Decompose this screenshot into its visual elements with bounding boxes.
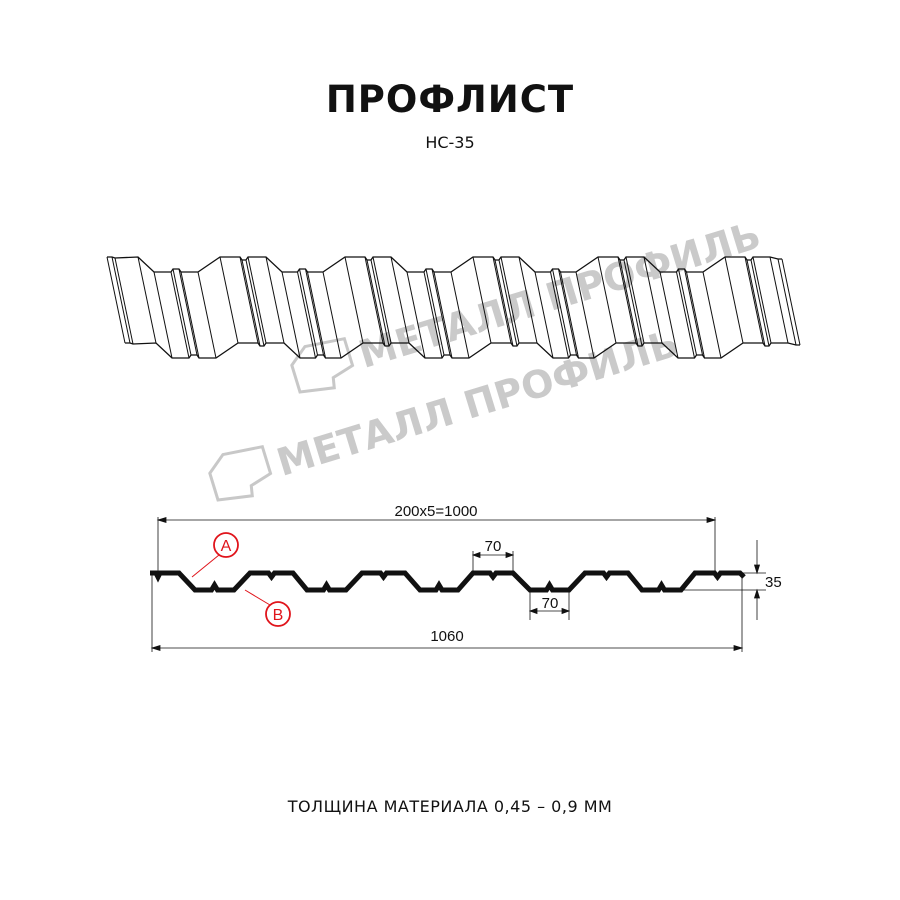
sheet-fold-line bbox=[500, 256, 520, 344]
sheet-fold-line bbox=[781, 258, 801, 346]
sheet-fold-line bbox=[617, 256, 637, 344]
dimension-label-valley: 70 bbox=[542, 595, 559, 612]
sheet-fold-line bbox=[560, 271, 579, 359]
sheet-fold-line bbox=[752, 256, 772, 344]
watermark-logo-icon bbox=[290, 336, 355, 394]
sheet-fold-line bbox=[534, 271, 554, 359]
sheet-fold-line bbox=[684, 268, 703, 356]
sheet-fold-line bbox=[366, 259, 386, 347]
sheet-fold-line bbox=[619, 259, 639, 347]
sheet-top-edge bbox=[107, 256, 782, 273]
sheet-fold-line bbox=[241, 259, 261, 347]
sheet-fold-line bbox=[197, 271, 217, 359]
sheet-fold-line bbox=[575, 271, 595, 359]
sheet-fold-line bbox=[106, 256, 126, 344]
sheet-fold-line bbox=[180, 271, 200, 359]
sheet-fold-line bbox=[370, 259, 390, 347]
marker-a: A bbox=[191, 532, 239, 578]
sheet-fold-line bbox=[433, 271, 453, 359]
sheet-fold-line bbox=[239, 256, 259, 344]
profile-model: НС-35 bbox=[425, 133, 475, 152]
sheet-fold-line bbox=[307, 271, 326, 359]
sheet-fold-line bbox=[406, 271, 426, 359]
sheet-fold-line bbox=[494, 259, 514, 347]
sheet-fold-line bbox=[245, 259, 265, 347]
sheet-fold-line bbox=[297, 271, 316, 359]
sheet-fold-line bbox=[305, 268, 324, 356]
sheet-fold-line bbox=[659, 271, 679, 359]
sheet-fold-line bbox=[170, 271, 190, 359]
sheet-fold-line bbox=[518, 256, 538, 344]
sheet-fold-line bbox=[281, 271, 301, 359]
arrowheads bbox=[528, 607, 571, 615]
sheet-fold-line bbox=[364, 256, 384, 344]
dimension-label-1060: 1060 bbox=[430, 628, 463, 645]
sheet-fold-line bbox=[322, 271, 342, 359]
sheet-fold-line bbox=[597, 256, 617, 344]
sheet-fold-line bbox=[552, 268, 571, 356]
sheet-fold-line bbox=[265, 256, 285, 344]
sheet-fold-line bbox=[299, 268, 318, 356]
sheet-fold-line bbox=[623, 259, 643, 347]
sheet-fold-line bbox=[114, 257, 134, 345]
sheet-fold-line bbox=[344, 256, 364, 344]
arrowheads bbox=[753, 564, 761, 599]
sheet-fold-line bbox=[247, 256, 267, 344]
profiled-sheet-3d-view bbox=[106, 256, 801, 359]
sheet-fold-line bbox=[643, 256, 663, 344]
section-profile bbox=[150, 570, 746, 593]
sheet-fold-line bbox=[686, 271, 705, 359]
sheet-bottom-edge bbox=[125, 342, 800, 359]
watermark-text: МЕТАЛЛ ПРОФИЛЬ bbox=[272, 321, 684, 485]
watermark-logo-icon bbox=[208, 444, 273, 502]
watermark-text: МЕТАЛЛ ПРОФИЛЬ bbox=[354, 213, 766, 377]
sheet-fold-line bbox=[625, 256, 645, 344]
sheet-fold-line bbox=[777, 258, 797, 346]
sheet-fold-line bbox=[744, 256, 764, 344]
sheet-fold-line bbox=[492, 256, 512, 344]
marker-b-label: B bbox=[273, 607, 284, 624]
sheet-fold-line bbox=[724, 256, 744, 344]
dimension-label-ridge: 70 bbox=[485, 538, 502, 555]
sheet-fold-line bbox=[425, 268, 445, 356]
sheet-fold-line bbox=[450, 271, 470, 359]
sheet-fold-line bbox=[431, 268, 451, 356]
sheet-fold-line bbox=[137, 256, 157, 344]
sheet-fold-line bbox=[678, 268, 697, 356]
sheet-fold-line bbox=[390, 256, 410, 344]
marker-b: B bbox=[244, 589, 291, 627]
sheet-fold-line bbox=[153, 271, 173, 359]
sheet-fold-line bbox=[702, 271, 722, 359]
sheet-fold-line bbox=[372, 256, 392, 344]
sheet-fold-line bbox=[746, 259, 766, 347]
material-thickness-note: ТОЛЩИНА МАТЕРИАЛА 0,45 – 0,9 ММ bbox=[287, 797, 613, 816]
arrowheads bbox=[156, 516, 717, 524]
arrowheads bbox=[150, 644, 744, 652]
sheet-fold-line bbox=[550, 271, 569, 359]
cross-section: 200x5=1000 1060 70 70 35 A B bbox=[150, 503, 782, 652]
sheet-fold-line bbox=[219, 256, 239, 344]
sheet-fold-line bbox=[676, 271, 695, 359]
arrowheads bbox=[471, 551, 515, 559]
sheet-fold-line bbox=[769, 256, 789, 344]
dimension-label-height: 35 bbox=[765, 574, 782, 591]
sheet-fold-line bbox=[178, 268, 198, 356]
sheet-fold-line bbox=[111, 256, 131, 344]
sheet-fold-line bbox=[423, 271, 443, 359]
page-title: ПРОФЛИСТ bbox=[325, 78, 575, 121]
sheet-fold-line bbox=[172, 268, 192, 356]
marker-a-label: A bbox=[221, 538, 232, 555]
sheet-fold-line bbox=[750, 259, 770, 347]
sheet-fold-line bbox=[498, 259, 518, 347]
sheet-fold-line bbox=[558, 268, 577, 356]
dimension-label-1000: 200x5=1000 bbox=[395, 503, 478, 520]
sheet-fold-line bbox=[472, 256, 492, 344]
